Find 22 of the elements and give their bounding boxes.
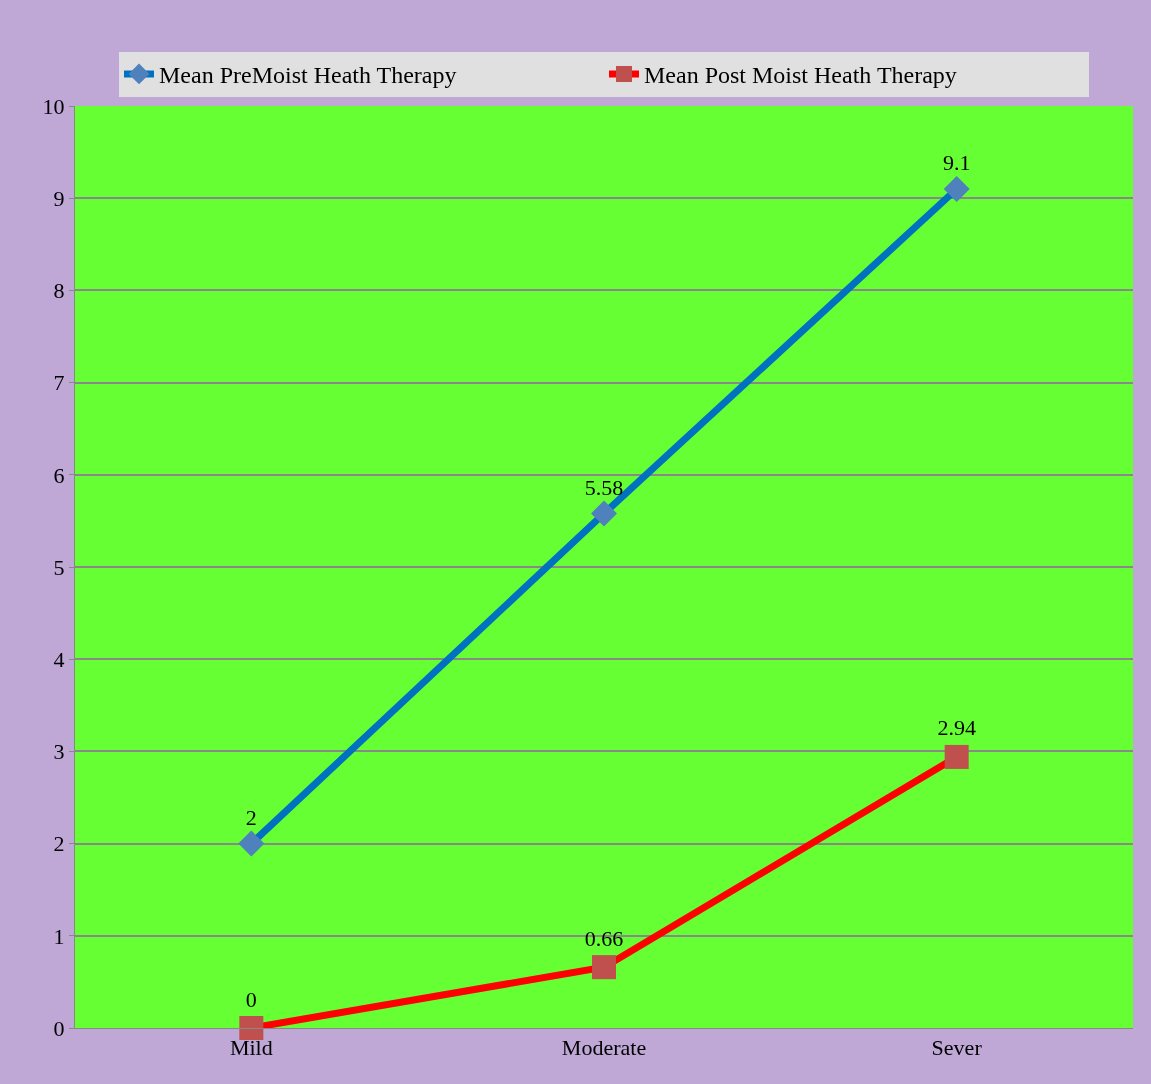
x-tick-label: Moderate <box>561 1035 647 1061</box>
x-tick-label: Sever <box>931 1035 983 1061</box>
legend-label: Mean PreMoist Heath Therapy <box>159 62 457 89</box>
data-label: 5.58 <box>584 474 624 500</box>
data-label: 2.94 <box>937 715 976 741</box>
y-tick-label: 7 <box>53 370 65 396</box>
y-tick-label: 0 <box>53 1015 65 1041</box>
data-label: 0 <box>245 986 257 1012</box>
y-tick-label: 9 <box>53 185 65 211</box>
legend-label: Mean Post Moist Heath Therapy <box>644 62 957 89</box>
y-tick-label: 3 <box>53 739 65 765</box>
y-tick-label: 6 <box>53 462 65 488</box>
data-label: 9.1 <box>942 149 971 175</box>
y-tick-label: 4 <box>53 646 65 672</box>
data-label: 0.66 <box>584 925 624 951</box>
y-tick-label: 1 <box>53 923 65 949</box>
data-label: 2 <box>245 804 257 830</box>
x-tick-label: Mild <box>229 1035 273 1061</box>
y-tick-label: 5 <box>53 554 65 580</box>
y-tick-label: 8 <box>53 278 65 304</box>
y-tick-label: 2 <box>53 831 65 857</box>
y-tick-label: 10 <box>42 93 65 119</box>
